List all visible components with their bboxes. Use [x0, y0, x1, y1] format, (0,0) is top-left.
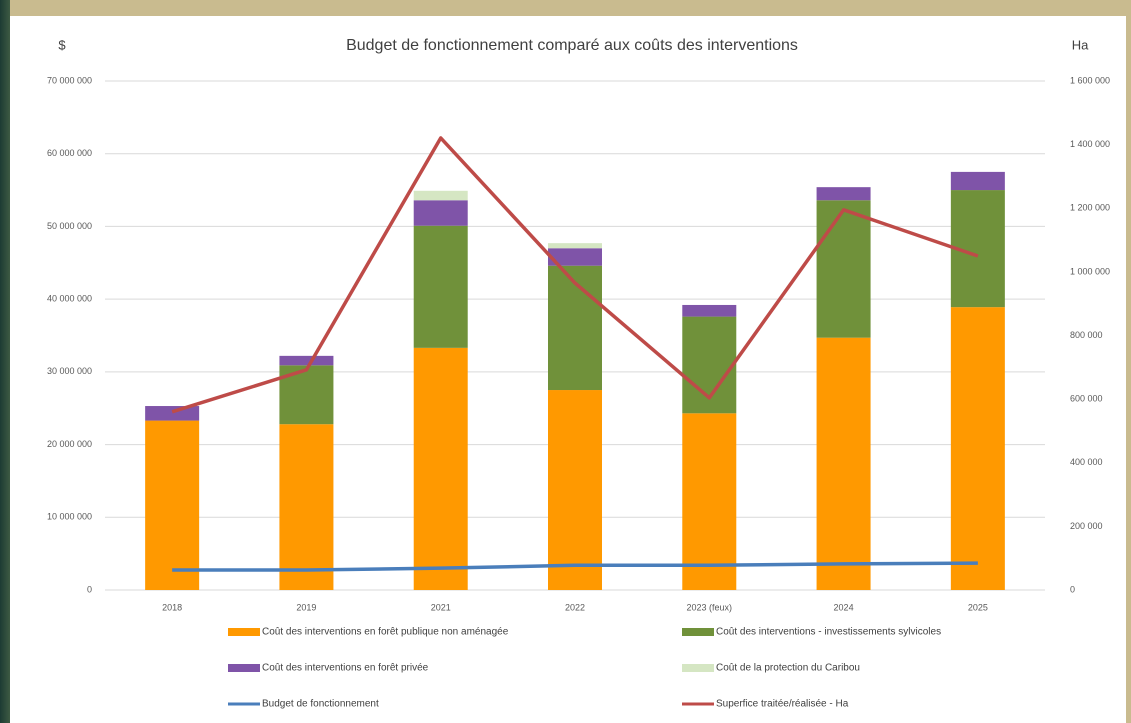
y-tick-label: 40 000 000	[47, 294, 92, 304]
y2-tick-label: 1 000 000	[1070, 266, 1110, 276]
bar-segment	[548, 243, 602, 249]
bar-segment	[548, 265, 602, 391]
y2-tick-label: 800 000	[1070, 330, 1103, 340]
y2-tick-label: 0	[1070, 584, 1075, 594]
y2-axis-label: Ha	[1072, 37, 1089, 52]
legend-swatch	[682, 628, 714, 636]
bar-segment	[548, 248, 602, 266]
bar-segment	[816, 187, 871, 201]
y2-tick-label: 1 600 000	[1070, 75, 1110, 85]
y2-tick-label: 1 400 000	[1070, 139, 1110, 149]
bar-segment	[816, 337, 871, 590]
bar-segment	[682, 304, 737, 317]
bar-segment	[682, 413, 737, 590]
line-series	[171, 136, 979, 414]
y2-tick-label: 200 000	[1070, 521, 1103, 531]
bar-segment	[413, 190, 468, 201]
bar-segment	[145, 406, 200, 421]
bar-segment	[548, 390, 602, 590]
bar-segment	[279, 355, 334, 366]
y2-tick-label: 400 000	[1070, 457, 1103, 467]
y-tick-label: 10 000 000	[47, 512, 92, 522]
legend-swatch	[682, 664, 714, 672]
bar-segment	[413, 347, 468, 590]
bar-segment	[413, 200, 468, 226]
x-tick-label: 2021	[431, 602, 451, 612]
legend-label: Superfice traitée/réalisée - Ha	[716, 699, 849, 710]
legend-swatch	[228, 664, 260, 672]
x-tick-label: 2025	[968, 602, 988, 612]
legend-label: Coût des interventions en forêt publique…	[262, 627, 509, 638]
y-tick-label: 70 000 000	[47, 75, 92, 85]
legend-label: Coût des interventions - investissements…	[716, 627, 941, 638]
legend-label: Budget de fonctionnement	[262, 699, 379, 710]
bar-segment	[279, 424, 334, 590]
legend-swatch	[228, 628, 260, 636]
x-tick-label: 2024	[834, 602, 854, 612]
x-tick-label: 2023 (feux)	[687, 602, 733, 612]
legend-label: Coût de la protection du Caribou	[716, 663, 860, 674]
chart-title: Budget de fonctionnement comparé aux coû…	[346, 37, 798, 54]
bar-segment	[816, 200, 871, 338]
y2-tick-label: 600 000	[1070, 394, 1103, 404]
x-tick-label: 2018	[162, 602, 182, 612]
x-tick-label: 2022	[565, 602, 585, 612]
y-tick-label: 30 000 000	[47, 366, 92, 376]
line-series	[172, 561, 978, 572]
legend-label: Coût des interventions en forêt privée	[262, 663, 429, 674]
y-tick-label: 20 000 000	[47, 439, 92, 449]
y2-tick-label: 1 200 000	[1070, 203, 1110, 213]
bar-segment	[145, 420, 200, 590]
bar-segment	[950, 171, 1005, 191]
x-tick-label: 2019	[296, 602, 316, 612]
y-axis-label: $	[58, 37, 66, 52]
bar-segment	[950, 307, 1005, 590]
y-tick-label: 60 000 000	[47, 148, 92, 158]
y-tick-label: 50 000 000	[47, 221, 92, 231]
bar-segment	[413, 225, 468, 348]
y-tick-label: 0	[87, 584, 92, 594]
